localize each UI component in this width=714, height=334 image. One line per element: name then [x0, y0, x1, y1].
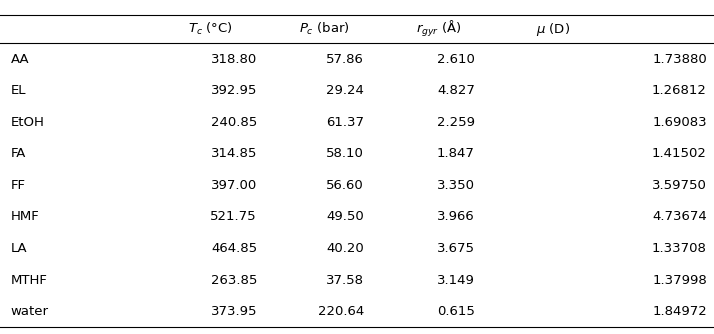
Text: 58.10: 58.10 [326, 147, 364, 160]
Text: FF: FF [11, 179, 26, 192]
Text: $T_c$ (°C): $T_c$ (°C) [188, 21, 233, 37]
Text: LA: LA [11, 242, 27, 255]
Text: 1.69083: 1.69083 [652, 116, 707, 129]
Text: 1.41502: 1.41502 [652, 147, 707, 160]
Text: 464.85: 464.85 [211, 242, 257, 255]
Text: 1.37998: 1.37998 [652, 274, 707, 287]
Text: HMF: HMF [11, 210, 39, 223]
Text: 220.64: 220.64 [318, 305, 364, 318]
Text: 521.75: 521.75 [211, 210, 257, 223]
Text: 373.95: 373.95 [211, 305, 257, 318]
Text: 56.60: 56.60 [326, 179, 364, 192]
Text: EtOH: EtOH [11, 116, 44, 129]
Text: 57.86: 57.86 [326, 53, 364, 66]
Text: 3.966: 3.966 [437, 210, 475, 223]
Text: 1.73880: 1.73880 [652, 53, 707, 66]
Text: $r_{gyr}$ (Å): $r_{gyr}$ (Å) [416, 19, 462, 39]
Text: 37.58: 37.58 [326, 274, 364, 287]
Text: 2.610: 2.610 [437, 53, 475, 66]
Text: 1.26812: 1.26812 [652, 84, 707, 97]
Text: 314.85: 314.85 [211, 147, 257, 160]
Text: $P_c$ (bar): $P_c$ (bar) [299, 21, 351, 37]
Text: AA: AA [11, 53, 29, 66]
Text: 263.85: 263.85 [211, 274, 257, 287]
Text: 40.20: 40.20 [326, 242, 364, 255]
Text: FA: FA [11, 147, 26, 160]
Text: 1.847: 1.847 [437, 147, 475, 160]
Text: water: water [11, 305, 49, 318]
Text: 1.33708: 1.33708 [652, 242, 707, 255]
Text: MTHF: MTHF [11, 274, 48, 287]
Text: 49.50: 49.50 [326, 210, 364, 223]
Text: $\mu$ (D): $\mu$ (D) [536, 21, 570, 38]
Text: 4.73674: 4.73674 [652, 210, 707, 223]
Text: 0.615: 0.615 [437, 305, 475, 318]
Text: 2.259: 2.259 [437, 116, 475, 129]
Text: 1.84972: 1.84972 [652, 305, 707, 318]
Text: 3.675: 3.675 [437, 242, 475, 255]
Text: 392.95: 392.95 [211, 84, 257, 97]
Text: 240.85: 240.85 [211, 116, 257, 129]
Text: 3.149: 3.149 [437, 274, 475, 287]
Text: 4.827: 4.827 [437, 84, 475, 97]
Text: EL: EL [11, 84, 26, 97]
Text: 3.59750: 3.59750 [652, 179, 707, 192]
Text: 397.00: 397.00 [211, 179, 257, 192]
Text: 3.350: 3.350 [437, 179, 475, 192]
Text: 318.80: 318.80 [211, 53, 257, 66]
Text: 29.24: 29.24 [326, 84, 364, 97]
Text: 61.37: 61.37 [326, 116, 364, 129]
